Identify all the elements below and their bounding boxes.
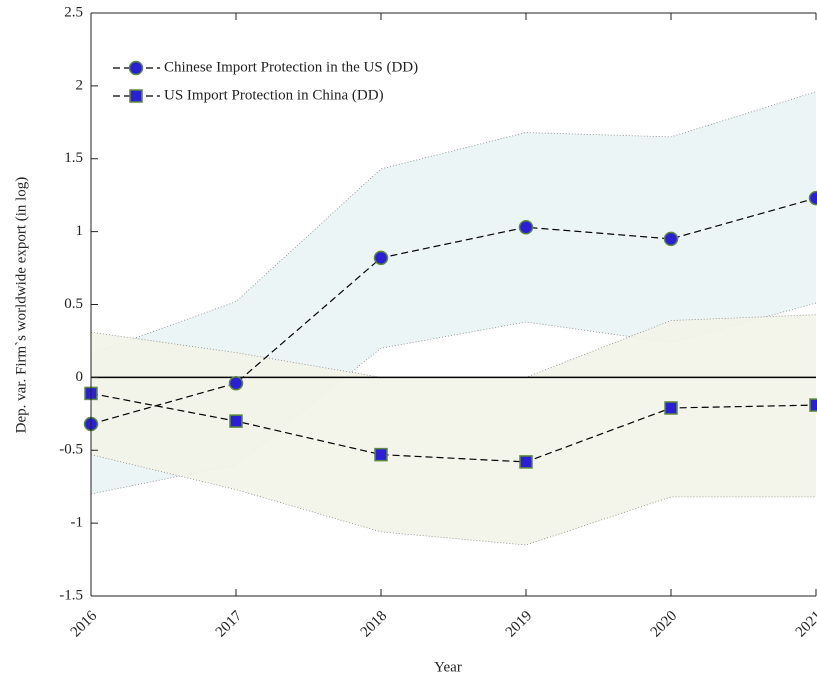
marker [519, 455, 533, 469]
marker [373, 250, 389, 266]
y-tick-label: 0 [76, 369, 84, 385]
x-tick-label: 2018 [358, 608, 391, 641]
y-tick-label: 2 [76, 77, 84, 93]
x-tick-label: 2016 [68, 608, 101, 641]
legend-label: US Import Protection in China (DD) [164, 87, 384, 103]
x-axis-label: Year [434, 659, 462, 675]
marker [518, 220, 534, 235]
ci-band [91, 314, 816, 545]
y-tick-label: 2.5 [64, 4, 83, 20]
x-tick-label: 2017 [213, 608, 246, 641]
marker [809, 398, 817, 412]
y-tick-label: 1.5 [64, 150, 83, 166]
y-tick-label: -0.5 [59, 442, 83, 458]
marker [374, 447, 388, 462]
marker [663, 231, 679, 247]
ci-bound [90, 454, 816, 546]
y-tick-label: -1 [71, 515, 84, 531]
series-line [90, 197, 817, 425]
legend-marker [129, 89, 143, 103]
x-tick-label: 2021 [793, 608, 817, 641]
y-tick-label: -1.5 [59, 587, 83, 603]
x-tick-label: 2020 [648, 608, 681, 641]
series-line [90, 392, 817, 463]
marker [664, 401, 678, 415]
bands [90, 91, 817, 546]
y-tick-label: 1 [76, 223, 84, 239]
legend-marker [128, 60, 144, 76]
y-tick-label: 0.5 [64, 296, 83, 312]
marker [808, 190, 817, 206]
x-tick-label: 2019 [503, 608, 536, 641]
y-axis-label: Dep. var. Firm`s worldwide export (in lo… [13, 177, 29, 434]
marker [228, 375, 244, 391]
marker [229, 414, 243, 428]
legend-label: Chinese Import Protection in the US (DD) [164, 59, 418, 75]
